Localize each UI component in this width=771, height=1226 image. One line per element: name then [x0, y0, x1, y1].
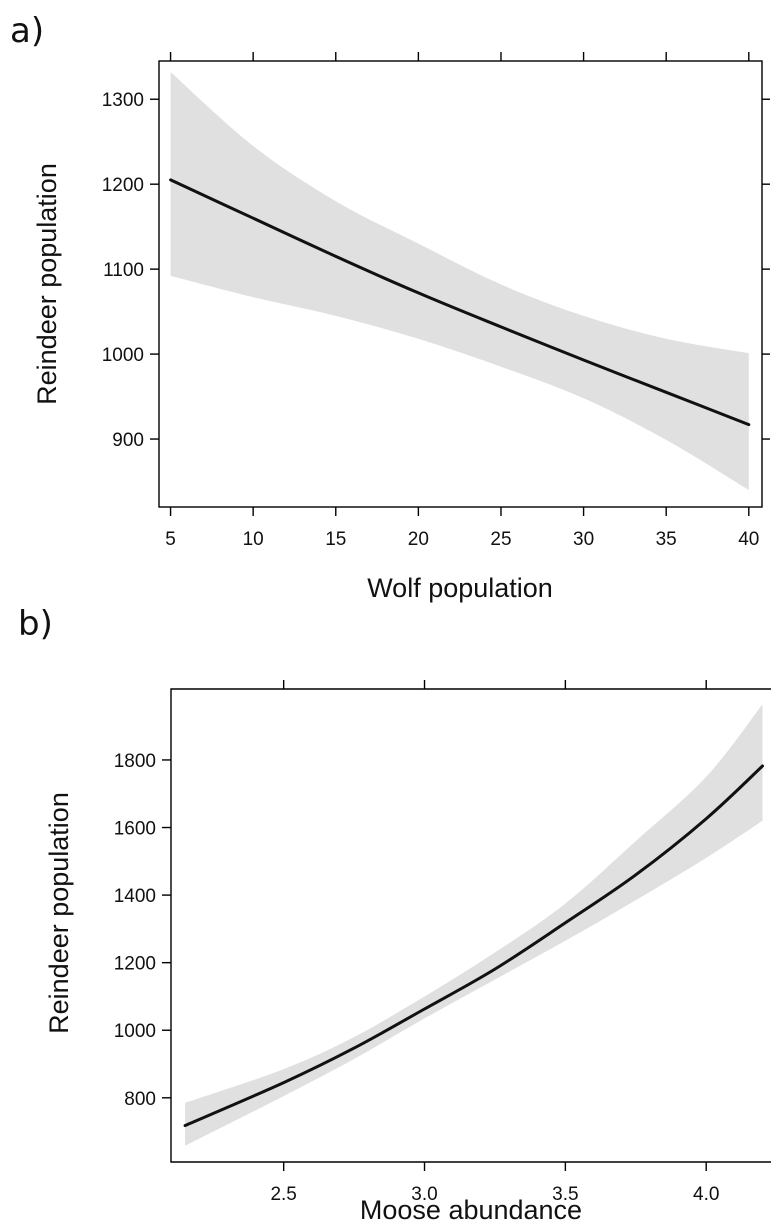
- x-tick-label: 4.0: [693, 1184, 719, 1205]
- panel-b-x-ticks: 2.5 3.0 3.5 4.0: [270, 680, 719, 1205]
- x-tick-label: 40: [738, 529, 759, 550]
- x-tick-label: 20: [408, 529, 429, 550]
- y-tick-label: 1200: [102, 175, 144, 196]
- panel-b-fit-line: [183, 764, 764, 1127]
- x-tick-label: 10: [243, 529, 264, 550]
- y-tick-label: 1600: [114, 819, 156, 840]
- panel-b-x-axis-title: Moose abundance: [360, 1195, 582, 1225]
- panel-b-confidence-band: [185, 704, 763, 1146]
- x-tick-label: 2.5: [270, 1184, 296, 1205]
- y-tick-label: 1000: [114, 1021, 156, 1042]
- panel-a-y-ticks: 900 1000 1100 1200 1300: [102, 90, 770, 451]
- x-tick-label: 35: [656, 529, 677, 550]
- y-tick-label: 1000: [102, 345, 144, 366]
- panel-a-x-axis-title: Wolf population: [367, 573, 553, 603]
- x-tick-label: 3.5: [552, 1184, 578, 1205]
- panel-a-plot-frame: [158, 60, 763, 508]
- x-tick-label: 5: [165, 529, 176, 550]
- panel-a-y-axis-title: Reindeer population: [32, 163, 62, 405]
- y-tick-label: 1800: [114, 751, 156, 772]
- y-tick-label: 1400: [114, 886, 156, 907]
- y-tick-label: 1300: [102, 90, 144, 111]
- x-tick-label: 3.0: [411, 1184, 437, 1205]
- panel-a: a) 5 10 15 20 25 30 35 40 900 1000 1100 1200 1300 W…: [10, 11, 770, 603]
- x-tick-label: 30: [573, 529, 594, 550]
- x-tick-label: 25: [490, 529, 511, 550]
- x-tick-label: 15: [325, 529, 346, 550]
- panel-b-y-axis-title: Reindeer population: [44, 792, 74, 1034]
- y-tick-label: 1100: [103, 260, 144, 281]
- panel-b: b) 2.5 3.0 3.5 4.0 80010001200140016001800 …: [18, 604, 771, 1225]
- panel-a-confidence-band: [170, 72, 749, 490]
- panel-a-x-ticks: 5 10 15 20 25 30 35 40: [165, 52, 759, 550]
- panel-b-plot-frame: [170, 688, 771, 1163]
- y-tick-label: 900: [112, 430, 144, 451]
- panel-a-fit-line: [169, 178, 751, 427]
- panel-b-label: b): [18, 604, 53, 644]
- y-tick-label: 1200: [114, 954, 156, 975]
- panel-b-y-ticks: 800 1000 1200 1400 1600 1800: [114, 751, 171, 1110]
- panel-a-label: a): [10, 11, 44, 51]
- y-tick-label: 800: [124, 1089, 156, 1110]
